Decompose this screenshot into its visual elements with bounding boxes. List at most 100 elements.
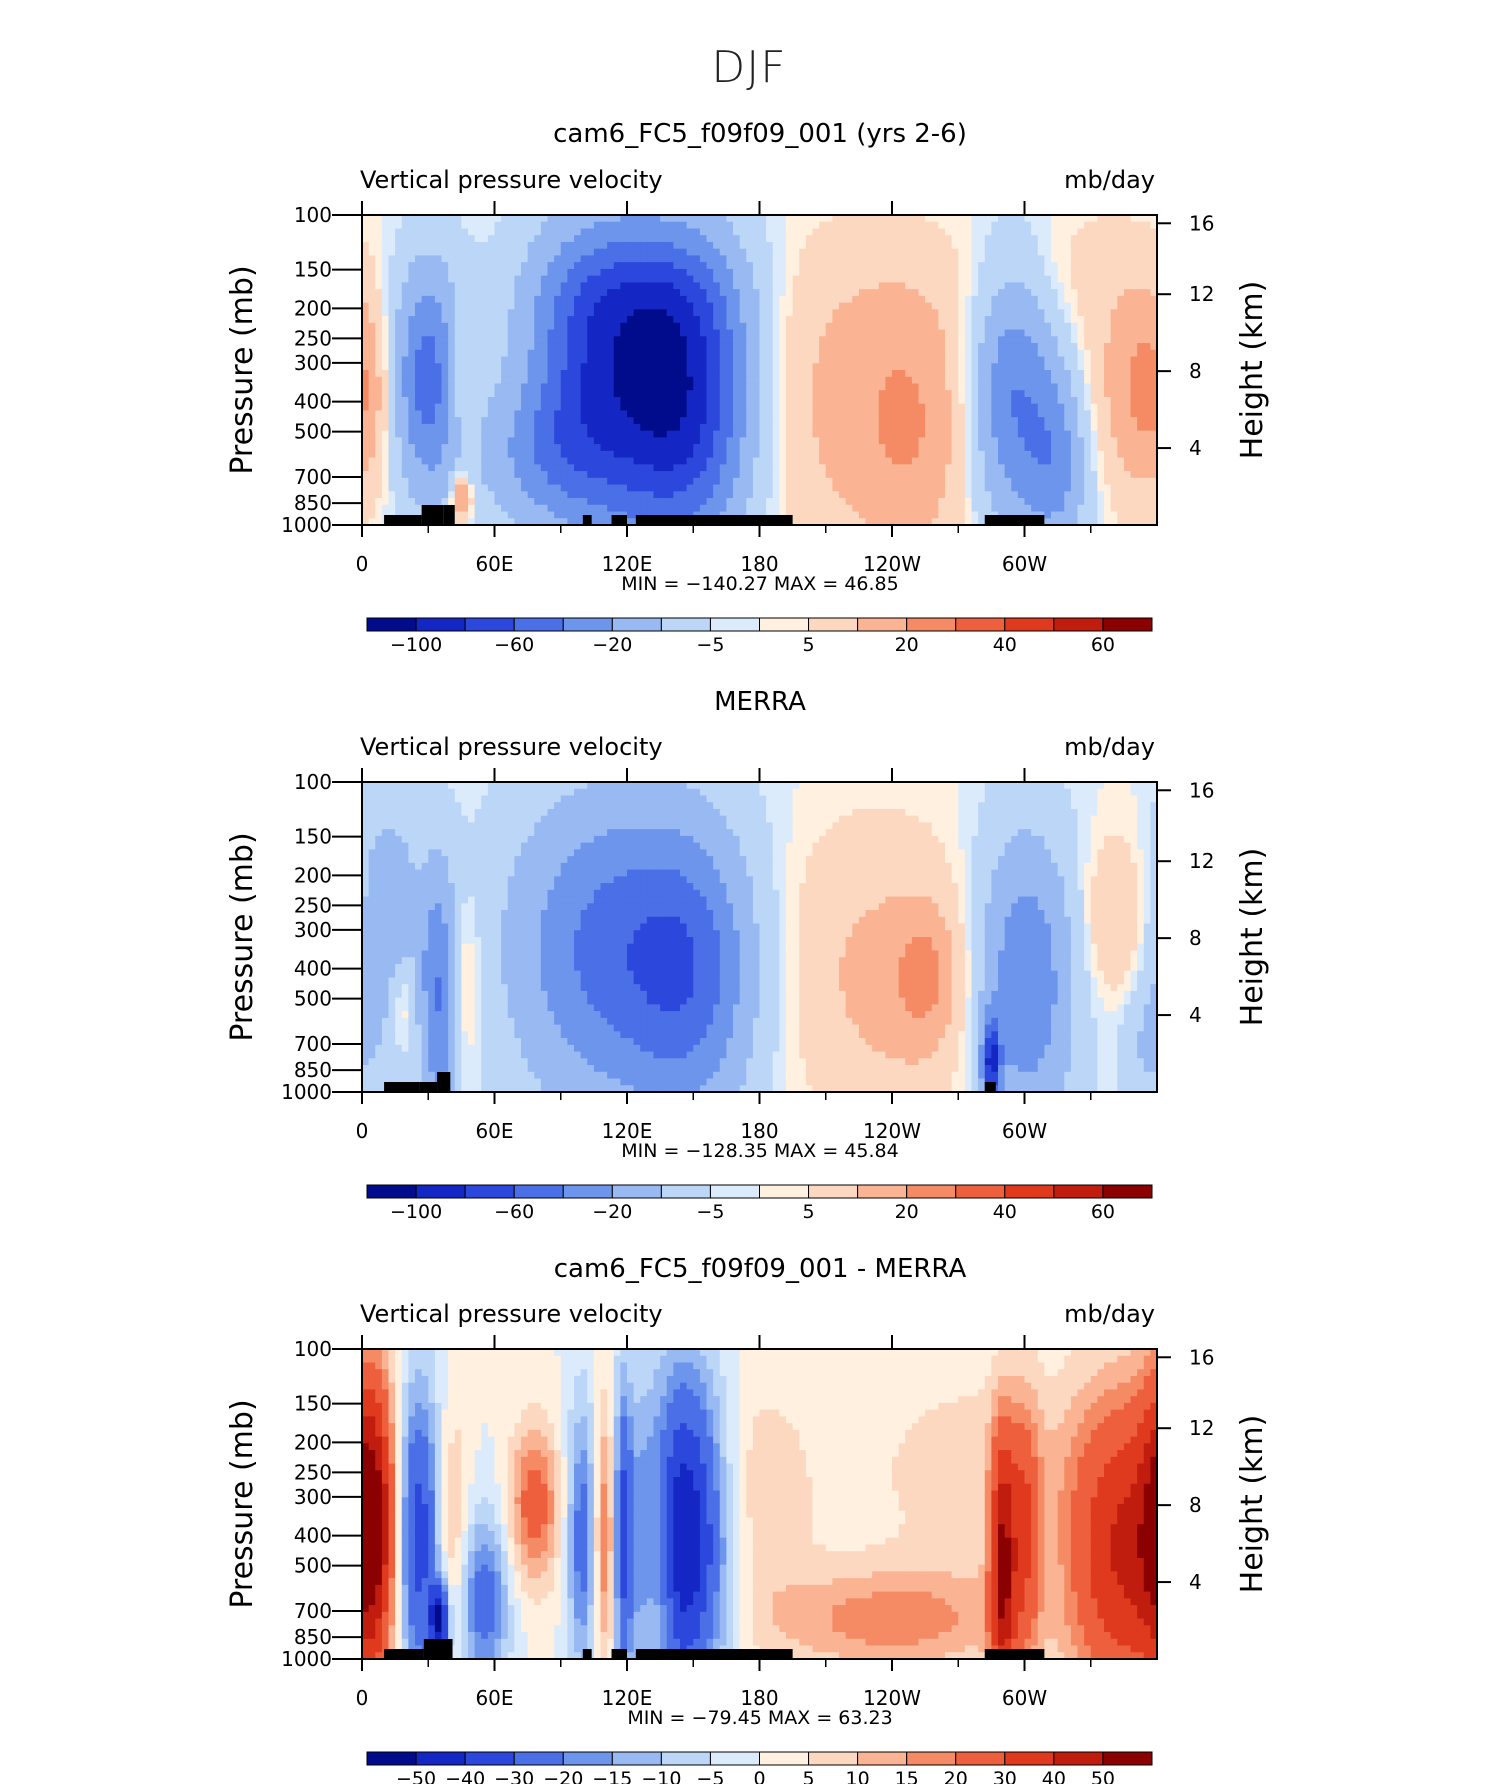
field-cell [481,228,488,235]
field-cell [760,485,767,492]
field-cell [1071,289,1078,296]
field-cell [574,323,581,330]
field-cell [587,471,594,478]
field-cell [859,357,866,364]
field-cell [475,343,482,350]
field-cell [362,215,369,222]
field-cell [1058,309,1065,316]
field-cell [1111,303,1118,310]
field-cell [1038,262,1045,269]
field-cell [740,491,747,498]
field-cell [362,397,369,404]
field-cell [408,323,415,330]
field-cell [687,390,694,397]
field-cell [1025,478,1032,485]
field-cell [1044,370,1051,377]
field-cell [1005,282,1012,289]
field-cell [488,309,495,316]
field-cell [389,323,396,330]
field-cell [495,424,502,431]
field-cell [488,269,495,276]
field-cell [1111,242,1118,249]
field-cell [673,471,680,478]
field-cell [826,249,833,256]
field-cell [687,343,694,350]
field-cell [647,397,654,404]
field-cell [508,471,515,478]
field-cell [673,222,680,229]
field-cell [647,417,654,424]
field-cell [475,350,482,357]
field-cell [673,262,680,269]
field-cell [541,397,548,404]
field-cell [919,222,926,229]
field-cell [746,491,753,498]
field-cell [594,323,601,330]
field-cell [998,289,1005,296]
field-cell [1078,417,1085,424]
field-cell [548,363,555,370]
field-cell [647,390,654,397]
field-cell [1144,383,1151,390]
field-cell [660,424,667,431]
field-cell [952,390,959,397]
field-cell [488,350,495,357]
field-cell [965,478,972,485]
field-cell [866,242,873,249]
field-cell [700,343,707,350]
field-cell [508,464,515,471]
field-cell [435,417,442,424]
field-cell [468,390,475,397]
field-cell [813,343,820,350]
field-cell [813,309,820,316]
field-cell [925,478,932,485]
field-cell [700,390,707,397]
field-cell [1104,222,1111,229]
field-cell [448,377,455,384]
field-cell [1011,370,1018,377]
field-cell [766,296,773,303]
field-cell [574,289,581,296]
field-cell [938,357,945,364]
field-cell [773,491,780,498]
field-cell [369,242,376,249]
field-cell [620,390,627,397]
field-cell [1104,228,1111,235]
field-cell [713,478,720,485]
field-cell [508,303,515,310]
field-cell [806,289,813,296]
field-cell [481,458,488,465]
field-cell [832,478,839,485]
field-cell [673,282,680,289]
field-cell [892,451,899,458]
field-cell [919,235,926,242]
field-cell [1071,390,1078,397]
field-cell [495,383,502,390]
field-cell [501,377,508,384]
field-cell [395,343,402,350]
field-cell [660,357,667,364]
field-cell [1078,444,1085,451]
field-cell [495,249,502,256]
field-cell [680,303,687,310]
field-cell [667,289,674,296]
field-cell [461,424,468,431]
field-cell [1124,444,1131,451]
field-cell [647,478,654,485]
field-cell [1097,370,1104,377]
field-cell [667,437,674,444]
field-cell [932,276,939,283]
field-cell [673,323,680,330]
field-cell [634,215,641,222]
field-cell [991,276,998,283]
field-cell [700,471,707,478]
field-cell [945,485,952,492]
field-cell [1144,255,1151,262]
field-cell [919,478,926,485]
field-cell [879,464,886,471]
field-cell [1071,431,1078,438]
field-cell [528,390,535,397]
field-cell [866,350,873,357]
field-cell [640,437,647,444]
field-cell [952,464,959,471]
